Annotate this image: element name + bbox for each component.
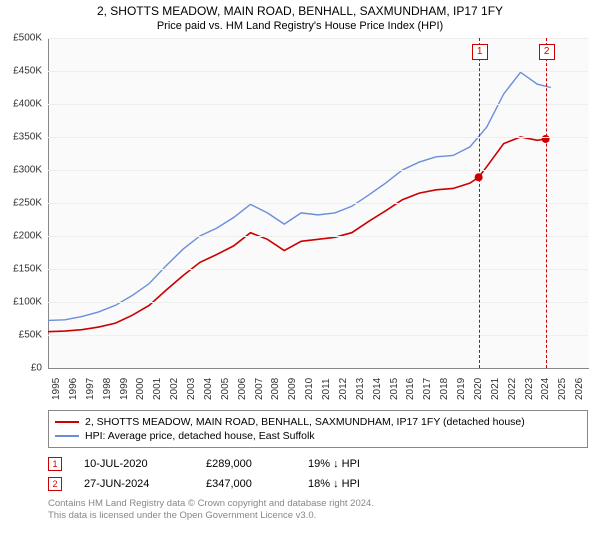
footer-line: Contains HM Land Registry data © Crown c…	[48, 498, 588, 510]
x-tick-label: 2003	[186, 378, 197, 400]
event-row: 1 10-JUL-2020 £289,000 19% ↓ HPI	[48, 454, 588, 474]
footer-attribution: Contains HM Land Registry data © Crown c…	[48, 498, 588, 522]
x-tick-label: 2016	[405, 378, 416, 400]
event-diff: 18% ↓ HPI	[308, 478, 360, 490]
gridline	[48, 170, 588, 171]
event-diff: 19% ↓ HPI	[308, 458, 360, 470]
x-tick-label: 2010	[304, 378, 315, 400]
footer-line: This data is licensed under the Open Gov…	[48, 510, 588, 522]
event-price: £347,000	[206, 478, 286, 490]
x-tick-label: 2011	[321, 378, 332, 400]
x-tick-label: 2007	[254, 378, 265, 400]
event-date: 10-JUL-2020	[84, 458, 184, 470]
x-tick-label: 2012	[338, 378, 349, 400]
legend: 2, SHOTTS MEADOW, MAIN ROAD, BENHALL, SA…	[48, 410, 588, 448]
x-tick-label: 2013	[355, 378, 366, 400]
legend-swatch	[55, 421, 79, 423]
gridline	[48, 302, 588, 303]
x-tick-label: 2018	[439, 378, 450, 400]
x-tick-label: 2009	[287, 378, 298, 400]
events-table: 1 10-JUL-2020 £289,000 19% ↓ HPI 2 27-JUN-202…	[48, 454, 588, 494]
x-tick-label: 2026	[574, 378, 585, 400]
x-tick-label: 2019	[456, 378, 467, 400]
event-num-box: 1	[48, 457, 62, 471]
chart-area: £0£50K£100K£150K£200K£250K£300K£350K£400…	[48, 38, 588, 368]
y-tick-label: £150K	[13, 264, 42, 275]
event-marker-box: 1	[472, 44, 488, 60]
legend-label: HPI: Average price, detached house, East…	[85, 430, 315, 442]
x-tick-label: 2022	[507, 378, 518, 400]
x-tick-label: 2004	[203, 378, 214, 400]
event-price: £289,000	[206, 458, 286, 470]
x-tick-label: 2021	[490, 378, 501, 400]
event-num-box: 2	[48, 477, 62, 491]
title-block: 2, SHOTTS MEADOW, MAIN ROAD, BENHALL, SA…	[0, 0, 600, 32]
event-vline	[479, 38, 480, 368]
event-date: 27-JUN-2024	[84, 478, 184, 490]
y-tick-label: £350K	[13, 132, 42, 143]
x-tick-label: 2001	[152, 378, 163, 400]
x-tick-label: 2006	[237, 378, 248, 400]
gridline	[48, 137, 588, 138]
legend-item: HPI: Average price, detached house, East…	[55, 429, 581, 443]
chart-title: 2, SHOTTS MEADOW, MAIN ROAD, BENHALL, SA…	[0, 4, 600, 18]
y-tick-label: £450K	[13, 66, 42, 77]
legend-item: 2, SHOTTS MEADOW, MAIN ROAD, BENHALL, SA…	[55, 415, 581, 429]
y-tick-label: £0	[31, 363, 42, 374]
series-line-hpi	[48, 72, 551, 320]
y-tick-label: £500K	[13, 33, 42, 44]
chart-subtitle: Price paid vs. HM Land Registry's House …	[0, 20, 600, 32]
event-vline	[546, 38, 547, 368]
x-tick-label: 1995	[51, 378, 62, 400]
chart-container: 2, SHOTTS MEADOW, MAIN ROAD, BENHALL, SA…	[0, 0, 600, 560]
x-tick-label: 1997	[85, 378, 96, 400]
y-tick-label: £50K	[19, 330, 42, 341]
gridline	[48, 38, 588, 39]
gridline	[48, 203, 588, 204]
x-tick-label: 2017	[422, 378, 433, 400]
x-tick-label: 2008	[270, 378, 281, 400]
gridline	[48, 104, 588, 105]
x-tick-label: 1996	[68, 378, 79, 400]
x-tick-label: 1998	[102, 378, 113, 400]
gridline	[48, 71, 588, 72]
x-tick-label: 2014	[372, 378, 383, 400]
y-tick-label: £400K	[13, 99, 42, 110]
x-tick-label: 2025	[557, 378, 568, 400]
legend-swatch	[55, 435, 79, 437]
y-tick-label: £100K	[13, 297, 42, 308]
gridline	[48, 269, 588, 270]
x-tick-label: 2020	[473, 378, 484, 400]
y-tick-label: £300K	[13, 165, 42, 176]
x-tick-label: 2015	[389, 378, 400, 400]
x-tick-label: 2002	[169, 378, 180, 400]
legend-label: 2, SHOTTS MEADOW, MAIN ROAD, BENHALL, SA…	[85, 416, 525, 428]
event-marker-box: 2	[539, 44, 555, 60]
x-tick-label: 2005	[220, 378, 231, 400]
event-row: 2 27-JUN-2024 £347,000 18% ↓ HPI	[48, 474, 588, 494]
gridline	[48, 236, 588, 237]
x-tick-label: 2000	[135, 378, 146, 400]
y-tick-label: £250K	[13, 198, 42, 209]
x-tick-label: 2023	[524, 378, 535, 400]
gridline	[48, 335, 588, 336]
x-tick-label: 1999	[119, 378, 130, 400]
x-tick-label: 2024	[540, 378, 551, 400]
y-tick-label: £200K	[13, 231, 42, 242]
